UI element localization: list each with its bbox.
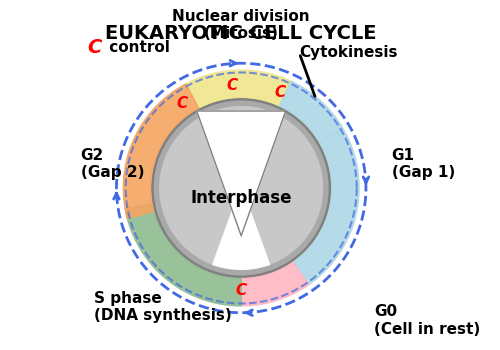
- Circle shape: [159, 106, 323, 270]
- Polygon shape: [197, 111, 286, 236]
- Polygon shape: [241, 262, 309, 306]
- Wedge shape: [212, 184, 270, 270]
- Text: C: C: [226, 78, 238, 93]
- Polygon shape: [125, 204, 241, 306]
- Text: G0
(Cell in rest): G0 (Cell in rest): [374, 304, 480, 337]
- Text: Cytokinesis: Cytokinesis: [300, 46, 398, 61]
- Text: C: C: [177, 97, 188, 112]
- Polygon shape: [186, 70, 291, 108]
- Polygon shape: [280, 81, 344, 143]
- Text: G2
(Gap 2): G2 (Gap 2): [80, 148, 144, 180]
- Text: G1
(Gap 1): G1 (Gap 1): [392, 148, 455, 180]
- Circle shape: [152, 99, 330, 277]
- Text: C: C: [236, 283, 247, 298]
- Polygon shape: [293, 129, 359, 285]
- Text: EUKARYOTIC CELL CYCLE: EUKARYOTIC CELL CYCLE: [106, 24, 377, 43]
- Text: S phase
(DNA synthesis): S phase (DNA synthesis): [94, 290, 232, 323]
- Text: control: control: [104, 40, 170, 55]
- Text: Interphase: Interphase: [190, 189, 292, 207]
- Text: C: C: [88, 38, 102, 57]
- Polygon shape: [124, 84, 198, 218]
- Text: Nuclear division
(Mitosis): Nuclear division (Mitosis): [172, 9, 310, 41]
- Text: C: C: [274, 85, 285, 100]
